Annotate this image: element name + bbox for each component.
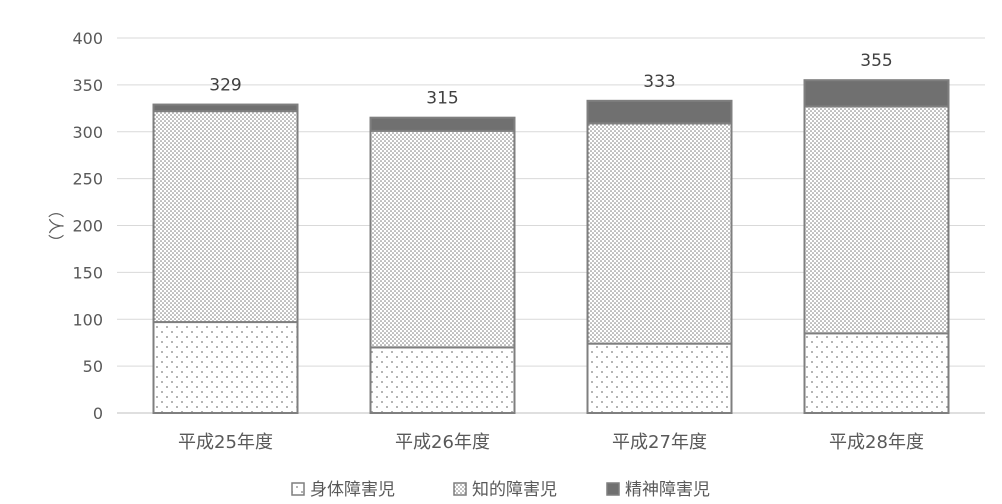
bar-segment [803, 79, 950, 108]
x-category-label: 平成27年度 [612, 432, 707, 453]
bar-segment [586, 122, 733, 345]
total-labels: 329 315 333 355 [209, 51, 892, 109]
legend-swatch [606, 482, 620, 496]
bar-segment [586, 342, 733, 414]
legend-swatch [453, 482, 467, 496]
total-label: 355 [860, 51, 892, 71]
y-axis-ticks: 0 50 100 150 200 250 300 350 400 [72, 29, 103, 423]
bar-segment [152, 321, 299, 414]
legend-swatch [291, 482, 305, 496]
x-axis-category-labels: 平成25年度 平成26年度 平成27年度 平成28年度 [178, 432, 924, 453]
x-category-label: 平成26年度 [395, 432, 490, 453]
y-axis-label: （人） [46, 202, 65, 250]
legend-label: 知的障害児 [472, 480, 557, 500]
y-tick-label: 400 [72, 29, 103, 48]
bar-segment [152, 103, 299, 113]
bar-segment [369, 116, 516, 132]
total-label: 329 [209, 76, 241, 96]
y-tick-label: 200 [72, 217, 103, 236]
y-tick-label: 150 [72, 263, 103, 282]
bar-segment [803, 332, 950, 414]
bar-segment [369, 129, 516, 349]
total-label: 333 [643, 72, 675, 92]
bars [152, 79, 950, 414]
y-tick-label: 50 [83, 357, 103, 376]
bar-segment [586, 99, 733, 125]
x-category-label: 平成28年度 [829, 432, 924, 453]
y-tick-label: 300 [72, 123, 103, 142]
x-category-label: 平成25年度 [178, 432, 273, 453]
y-tick-label: 350 [72, 76, 103, 95]
bar-segment [152, 110, 299, 324]
bar-segment [803, 105, 950, 335]
legend: 身体障害児 知的障害児 精神障害児 [291, 480, 710, 500]
legend-label: 精神障害児 [625, 480, 710, 500]
y-tick-label: 100 [72, 310, 103, 329]
legend-label: 身体障害児 [310, 480, 395, 500]
total-label: 315 [426, 89, 458, 109]
bar-segment [369, 346, 516, 414]
y-tick-label: 0 [93, 404, 103, 423]
y-tick-label: 250 [72, 170, 103, 189]
